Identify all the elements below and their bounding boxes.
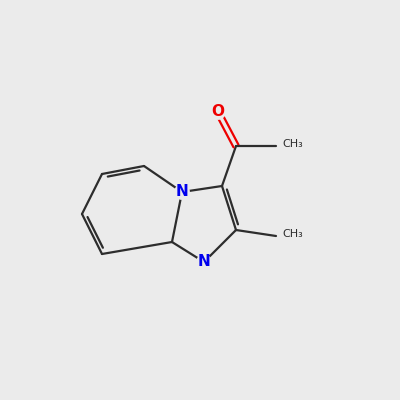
Text: N: N — [198, 254, 210, 270]
Text: O: O — [212, 104, 224, 120]
Text: CH₃: CH₃ — [282, 139, 303, 149]
Circle shape — [197, 255, 211, 269]
Text: N: N — [176, 184, 188, 200]
Text: CH₃: CH₃ — [282, 229, 303, 239]
Circle shape — [211, 105, 225, 119]
Circle shape — [175, 185, 189, 199]
